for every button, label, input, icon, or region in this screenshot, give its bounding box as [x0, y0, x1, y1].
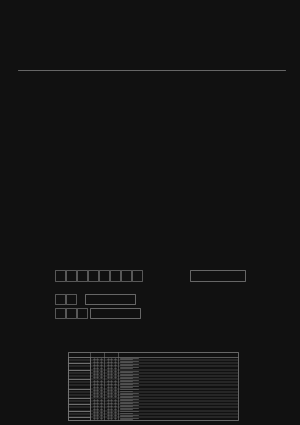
Bar	[68, 352, 238, 420]
Bar	[77, 308, 87, 318]
Bar	[132, 270, 142, 281]
Bar	[68, 398, 90, 404]
Bar	[55, 308, 65, 318]
Bar	[85, 294, 135, 304]
Bar	[68, 417, 90, 420]
Bar	[68, 370, 90, 379]
Bar	[68, 404, 90, 411]
Bar	[88, 270, 98, 281]
Bar	[68, 411, 90, 417]
Bar	[66, 308, 76, 318]
Bar	[66, 294, 76, 304]
Bar	[190, 270, 245, 281]
Bar	[77, 270, 87, 281]
Bar	[68, 357, 90, 363]
Bar	[121, 270, 131, 281]
Bar	[90, 308, 140, 318]
Bar	[66, 270, 76, 281]
Bar	[110, 270, 120, 281]
Bar	[68, 363, 90, 370]
Bar	[55, 294, 65, 304]
Bar	[68, 379, 90, 388]
Bar	[68, 388, 90, 398]
Bar	[55, 270, 65, 281]
Bar	[99, 270, 109, 281]
